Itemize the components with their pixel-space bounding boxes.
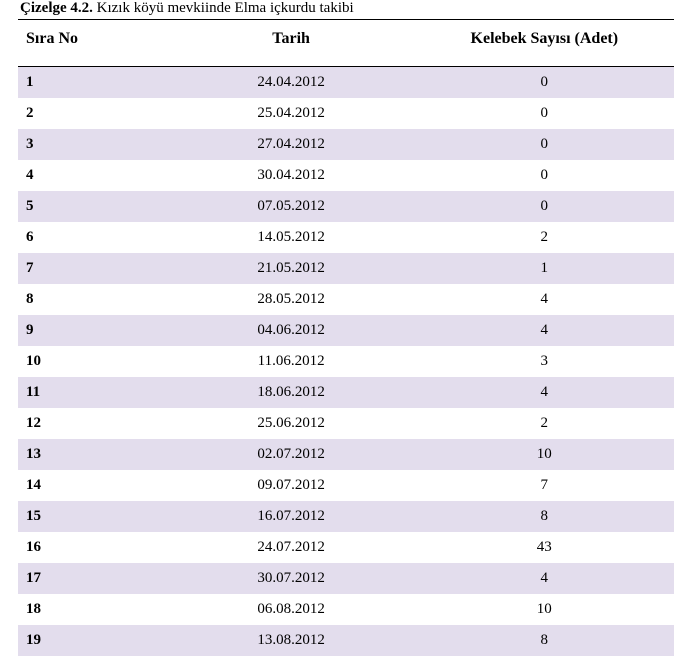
cell-sira-no: 19	[18, 625, 168, 656]
table-row: 1409.07.20127	[18, 470, 674, 501]
cell-kelebek-sayisi: 0	[415, 67, 674, 99]
cell-tarih: 27.04.2012	[168, 129, 415, 160]
table-row: 430.04.20120	[18, 160, 674, 191]
cell-tarih: 09.07.2012	[168, 470, 415, 501]
cell-tarih: 07.05.2012	[168, 191, 415, 222]
cell-sira-no: 4	[18, 160, 168, 191]
table-row: 614.05.20122	[18, 222, 674, 253]
table-row: 1225.06.20122	[18, 408, 674, 439]
cell-kelebek-sayisi: 10	[415, 594, 674, 625]
cell-tarih: 25.06.2012	[168, 408, 415, 439]
table-row: 1624.07.201243	[18, 532, 674, 563]
cell-tarih: 13.08.2012	[168, 625, 415, 656]
cell-sira-no: 8	[18, 284, 168, 315]
cell-sira-no: 1	[18, 67, 168, 99]
cell-tarih: 30.07.2012	[168, 563, 415, 594]
table-row: 1730.07.20124	[18, 563, 674, 594]
cell-tarih: 04.06.2012	[168, 315, 415, 346]
table-row: 1516.07.20128	[18, 501, 674, 532]
table-body: 124.04.20120225.04.20120327.04.20120430.…	[18, 67, 674, 657]
cell-tarih: 11.06.2012	[168, 346, 415, 377]
cell-sira-no: 6	[18, 222, 168, 253]
cell-kelebek-sayisi: 0	[415, 160, 674, 191]
cell-sira-no: 17	[18, 563, 168, 594]
table-row: 721.05.20121	[18, 253, 674, 284]
cell-sira-no: 16	[18, 532, 168, 563]
cell-sira-no: 14	[18, 470, 168, 501]
cell-tarih: 24.04.2012	[168, 67, 415, 99]
table-row: 1011.06.20123	[18, 346, 674, 377]
table-caption: Çizelge 4.2. Kızık köyü mevkiinde Elma i…	[20, 0, 674, 17]
cell-tarih: 06.08.2012	[168, 594, 415, 625]
cell-tarih: 28.05.2012	[168, 284, 415, 315]
cell-kelebek-sayisi: 0	[415, 129, 674, 160]
cell-kelebek-sayisi: 4	[415, 315, 674, 346]
cell-tarih: 18.06.2012	[168, 377, 415, 408]
cell-sira-no: 9	[18, 315, 168, 346]
cell-tarih: 25.04.2012	[168, 98, 415, 129]
table-row: 828.05.20124	[18, 284, 674, 315]
cell-tarih: 02.07.2012	[168, 439, 415, 470]
header-kelebek-sayisi: Kelebek Sayısı (Adet)	[415, 20, 674, 67]
table-row: 1913.08.20128	[18, 625, 674, 656]
cell-kelebek-sayisi: 1	[415, 253, 674, 284]
cell-sira-no: 7	[18, 253, 168, 284]
table-row: 327.04.20120	[18, 129, 674, 160]
cell-kelebek-sayisi: 2	[415, 408, 674, 439]
table-container: Çizelge 4.2. Kızık köyü mevkiinde Elma i…	[0, 0, 692, 668]
cell-tarih: 14.05.2012	[168, 222, 415, 253]
data-table: Sıra No Tarih Kelebek Sayısı (Adet) 124.…	[18, 19, 674, 656]
cell-kelebek-sayisi: 8	[415, 501, 674, 532]
cell-kelebek-sayisi: 2	[415, 222, 674, 253]
table-row: 1302.07.201210	[18, 439, 674, 470]
cell-kelebek-sayisi: 0	[415, 98, 674, 129]
table-row: 225.04.20120	[18, 98, 674, 129]
cell-sira-no: 2	[18, 98, 168, 129]
cell-sira-no: 5	[18, 191, 168, 222]
cell-kelebek-sayisi: 4	[415, 284, 674, 315]
cell-kelebek-sayisi: 0	[415, 191, 674, 222]
cell-kelebek-sayisi: 10	[415, 439, 674, 470]
cell-sira-no: 15	[18, 501, 168, 532]
table-row: 1118.06.20124	[18, 377, 674, 408]
cell-kelebek-sayisi: 4	[415, 563, 674, 594]
table-header-row: Sıra No Tarih Kelebek Sayısı (Adet)	[18, 20, 674, 67]
table-row: 507.05.20120	[18, 191, 674, 222]
cell-kelebek-sayisi: 4	[415, 377, 674, 408]
cell-tarih: 24.07.2012	[168, 532, 415, 563]
cell-tarih: 21.05.2012	[168, 253, 415, 284]
table-row: 124.04.20120	[18, 67, 674, 99]
table-row: 904.06.20124	[18, 315, 674, 346]
header-sira-no: Sıra No	[18, 20, 168, 67]
cell-sira-no: 10	[18, 346, 168, 377]
cell-kelebek-sayisi: 7	[415, 470, 674, 501]
cell-kelebek-sayisi: 3	[415, 346, 674, 377]
cell-sira-no: 13	[18, 439, 168, 470]
caption-label: Çizelge 4.2.	[20, 0, 93, 16]
caption-text: Kızık köyü mevkiinde Elma içkurdu takibi	[93, 0, 354, 16]
cell-tarih: 16.07.2012	[168, 501, 415, 532]
cell-kelebek-sayisi: 43	[415, 532, 674, 563]
cell-sira-no: 12	[18, 408, 168, 439]
cell-kelebek-sayisi: 8	[415, 625, 674, 656]
header-tarih: Tarih	[168, 20, 415, 67]
cell-sira-no: 18	[18, 594, 168, 625]
table-row: 1806.08.201210	[18, 594, 674, 625]
cell-sira-no: 11	[18, 377, 168, 408]
cell-sira-no: 3	[18, 129, 168, 160]
cell-tarih: 30.04.2012	[168, 160, 415, 191]
